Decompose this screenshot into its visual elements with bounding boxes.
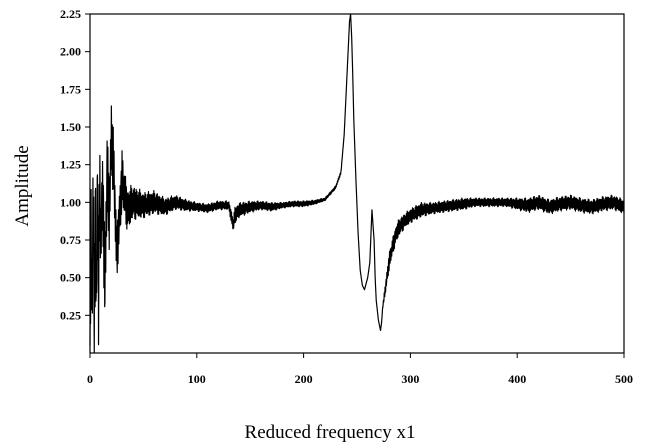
y-tick-label: 2.25: [60, 7, 81, 21]
series-line: [89, 13, 625, 354]
y-tick-label: 1.50: [60, 120, 81, 134]
plot-frame: [89, 13, 625, 354]
x-tick-label: 500: [615, 372, 633, 386]
x-tick-label: 400: [508, 372, 526, 386]
x-tick-label: 200: [295, 372, 313, 386]
x-tick-label: 0: [87, 372, 93, 386]
x-axis-ticks: 0 100 200 300 400 500: [87, 353, 633, 386]
y-axis-ticks: 0.25 0.50 0.75 1.00 1.25 1.50 1.75 2.00 2.25: [60, 7, 90, 322]
y-tick-label: 1.75: [60, 82, 81, 96]
y-axis-title: Amplitude: [12, 145, 33, 226]
y-tick-label: 1.25: [60, 158, 81, 172]
y-tick-label: 1.00: [60, 195, 81, 209]
x-tick-label: 300: [401, 372, 419, 386]
y-tick-label: 0.25: [60, 308, 81, 322]
y-tick-label: 0.50: [60, 271, 81, 285]
y-tick-label: 0.75: [60, 233, 81, 247]
y-tick-label: 2.00: [60, 45, 81, 59]
x-tick-label: 100: [188, 372, 206, 386]
x-axis-title: Reduced frequency x1: [245, 422, 416, 443]
